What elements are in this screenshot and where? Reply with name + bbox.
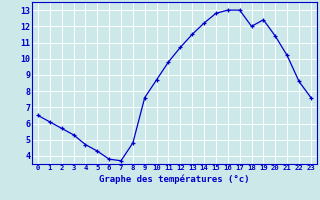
X-axis label: Graphe des températures (°c): Graphe des températures (°c) bbox=[99, 174, 250, 184]
